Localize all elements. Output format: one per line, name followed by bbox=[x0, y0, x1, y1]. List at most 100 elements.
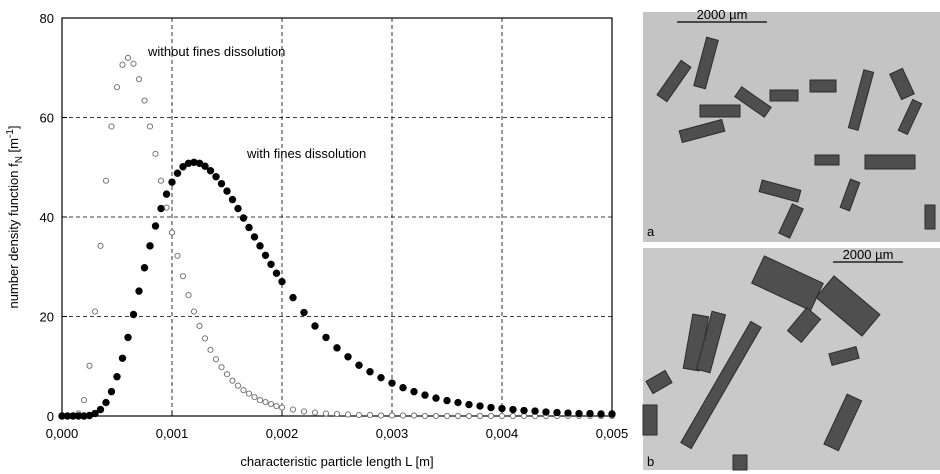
data-point bbox=[366, 368, 374, 376]
data-point bbox=[218, 364, 225, 371]
data-point bbox=[240, 387, 247, 394]
data-point bbox=[261, 251, 270, 260]
data-point bbox=[520, 406, 528, 415]
data-point bbox=[146, 242, 154, 250]
crystals bbox=[656, 36, 936, 239]
y-tick-label: 60 bbox=[40, 111, 54, 126]
data-point bbox=[311, 409, 319, 416]
panel-label: b bbox=[647, 454, 654, 469]
data-point bbox=[465, 412, 473, 420]
data-point bbox=[195, 159, 204, 167]
data-point bbox=[553, 408, 561, 417]
y-label-text: number density function f bbox=[6, 163, 21, 309]
data-point bbox=[185, 292, 192, 299]
data-point bbox=[399, 383, 407, 392]
data-point bbox=[201, 335, 209, 342]
data-point bbox=[119, 61, 126, 68]
micrograph-b: 2000 µm b bbox=[642, 247, 940, 471]
data-point bbox=[388, 412, 396, 419]
data-point bbox=[179, 273, 187, 280]
data-point bbox=[531, 407, 539, 415]
data-point bbox=[129, 310, 138, 319]
y-label-sub: N bbox=[14, 156, 25, 163]
x-tick-label: 0,004 bbox=[486, 426, 519, 441]
data-point bbox=[207, 346, 214, 353]
y-tick-label: 20 bbox=[40, 310, 54, 325]
data-point bbox=[251, 393, 258, 401]
data-point bbox=[454, 412, 462, 420]
data-point bbox=[322, 410, 330, 417]
data-point bbox=[410, 387, 418, 396]
data-point bbox=[174, 252, 181, 259]
y-tick-label: 80 bbox=[40, 11, 54, 26]
data-point bbox=[267, 400, 275, 408]
data-point bbox=[432, 412, 440, 420]
data-point bbox=[498, 412, 506, 420]
data-point bbox=[239, 214, 248, 222]
data-point bbox=[564, 409, 572, 417]
data-point bbox=[256, 242, 264, 250]
data-point bbox=[234, 204, 242, 213]
data-point bbox=[443, 396, 451, 405]
data-point bbox=[80, 396, 88, 404]
data-point bbox=[163, 204, 170, 211]
y-tick-label: 40 bbox=[40, 210, 54, 225]
data-point bbox=[96, 405, 105, 414]
data-point bbox=[206, 167, 215, 175]
data-point bbox=[575, 409, 583, 418]
data-point bbox=[262, 398, 269, 406]
data-point bbox=[135, 287, 143, 295]
data-point bbox=[273, 402, 280, 410]
data-point bbox=[421, 412, 429, 420]
data-point bbox=[102, 177, 110, 184]
data-point bbox=[141, 97, 148, 104]
data-point bbox=[586, 409, 594, 418]
data-point bbox=[289, 406, 297, 413]
data-point bbox=[146, 123, 154, 130]
data-point bbox=[344, 353, 352, 361]
data-point bbox=[322, 333, 330, 342]
data-point bbox=[542, 408, 550, 416]
data-point bbox=[86, 362, 93, 369]
data-point bbox=[223, 187, 231, 195]
data-point bbox=[608, 410, 616, 418]
data-point bbox=[366, 411, 374, 419]
crystals bbox=[642, 255, 881, 471]
data-point bbox=[355, 411, 363, 419]
data-point bbox=[597, 410, 605, 418]
data-point bbox=[300, 408, 308, 415]
data-point bbox=[135, 76, 143, 83]
data-point bbox=[487, 412, 495, 420]
data-point bbox=[410, 412, 418, 419]
data-point bbox=[157, 177, 165, 184]
data-point bbox=[443, 412, 451, 420]
x-tick-label: 0,005 bbox=[596, 426, 629, 441]
data-point bbox=[113, 84, 121, 91]
data-point bbox=[102, 398, 110, 407]
scale-label: 2000 µm bbox=[697, 7, 748, 22]
data-point bbox=[152, 150, 159, 157]
data-point bbox=[173, 169, 182, 177]
data-point bbox=[130, 60, 137, 67]
data-point bbox=[289, 293, 297, 302]
annotation: without fines dissolution bbox=[147, 44, 285, 59]
data-point bbox=[454, 398, 462, 407]
data-point bbox=[124, 54, 132, 61]
data-point bbox=[217, 179, 226, 188]
data-point bbox=[476, 402, 484, 410]
y-label-sup: -1 bbox=[5, 129, 16, 138]
data-point bbox=[333, 344, 341, 352]
data-point bbox=[91, 409, 99, 418]
data-point bbox=[168, 229, 176, 236]
data-point bbox=[212, 356, 220, 363]
data-point bbox=[124, 333, 132, 342]
data-point bbox=[234, 382, 242, 389]
data-point bbox=[245, 390, 253, 397]
data-point bbox=[250, 233, 259, 241]
y-tick-label: 0 bbox=[47, 409, 54, 424]
scale-label: 2000 µm bbox=[843, 247, 894, 262]
micrograph-a: 2000 µm a bbox=[643, 7, 940, 242]
annotation: with fines dissolution bbox=[246, 146, 366, 161]
data-point bbox=[212, 173, 220, 181]
